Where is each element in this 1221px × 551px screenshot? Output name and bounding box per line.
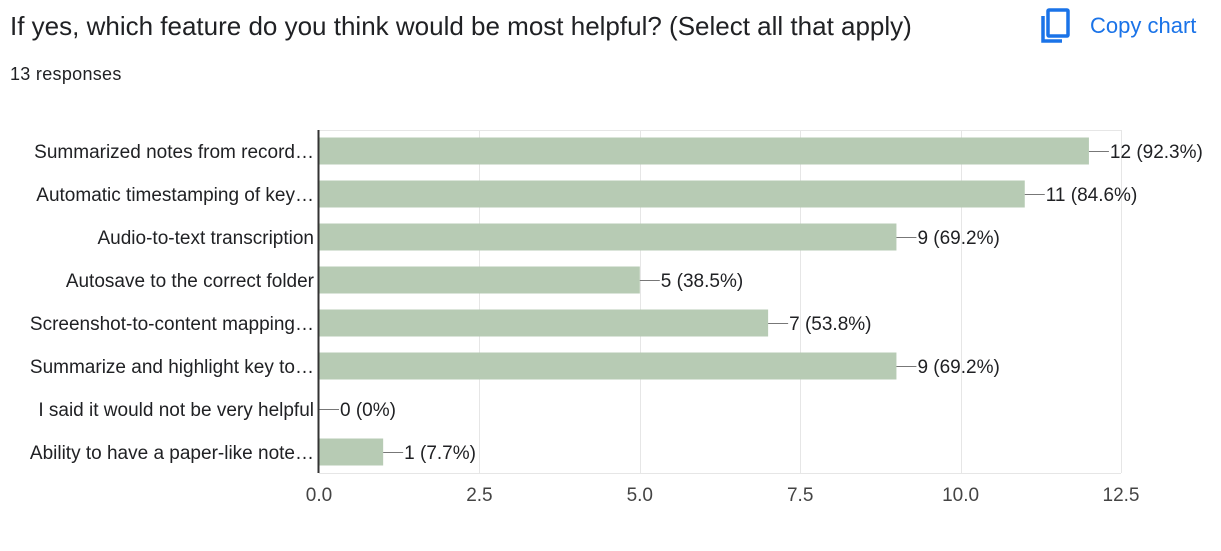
bar: [319, 266, 640, 294]
x-tick-label: 2.5: [466, 485, 492, 506]
copy-chart-label: Copy chart: [1090, 13, 1197, 38]
data-label: 9 (69.2%): [917, 357, 999, 378]
bar: [319, 352, 897, 380]
x-tick-label: 0.0: [306, 485, 332, 506]
bar: [319, 223, 897, 251]
bar: [319, 137, 1089, 165]
category-label: Audio-to-text transcription: [98, 228, 315, 249]
copy-chart-button[interactable]: Copy chart: [1040, 4, 1196, 48]
response-count: 13 responses: [10, 64, 122, 84]
category-label: Autosave to the correct folder: [66, 271, 315, 292]
data-label: 7 (53.8%): [789, 314, 871, 335]
category-label: Summarized notes from record…: [34, 142, 314, 163]
x-tick-label: 10.0: [942, 485, 979, 506]
category-label: Ability to have a paper-like note…: [30, 443, 314, 464]
x-tick-label: 12.5: [1103, 485, 1140, 506]
category-label: Automatic timestamping of key…: [36, 185, 314, 206]
data-label: 0 (0%): [340, 400, 396, 421]
bar: [319, 309, 769, 337]
chart-title: If yes, which feature do you think would…: [10, 11, 912, 41]
data-label: 9 (69.2%): [917, 228, 999, 249]
x-tick-label: 7.5: [787, 485, 813, 506]
category-label: I said it would not be very helpful: [38, 400, 314, 421]
data-label: 12 (92.3%): [1110, 142, 1203, 163]
bar: [319, 180, 1025, 208]
x-tick-label: 5.0: [627, 485, 653, 506]
category-label: Summarize and highlight key to…: [30, 357, 314, 378]
category-label: Screenshot-to-content mapping…: [30, 314, 314, 335]
copy-icon: [1040, 8, 1072, 44]
data-label: 5 (38.5%): [661, 271, 743, 292]
bar: [319, 438, 384, 466]
data-label: 1 (7.7%): [404, 443, 476, 464]
data-label: 11 (84.6%): [1046, 185, 1138, 206]
